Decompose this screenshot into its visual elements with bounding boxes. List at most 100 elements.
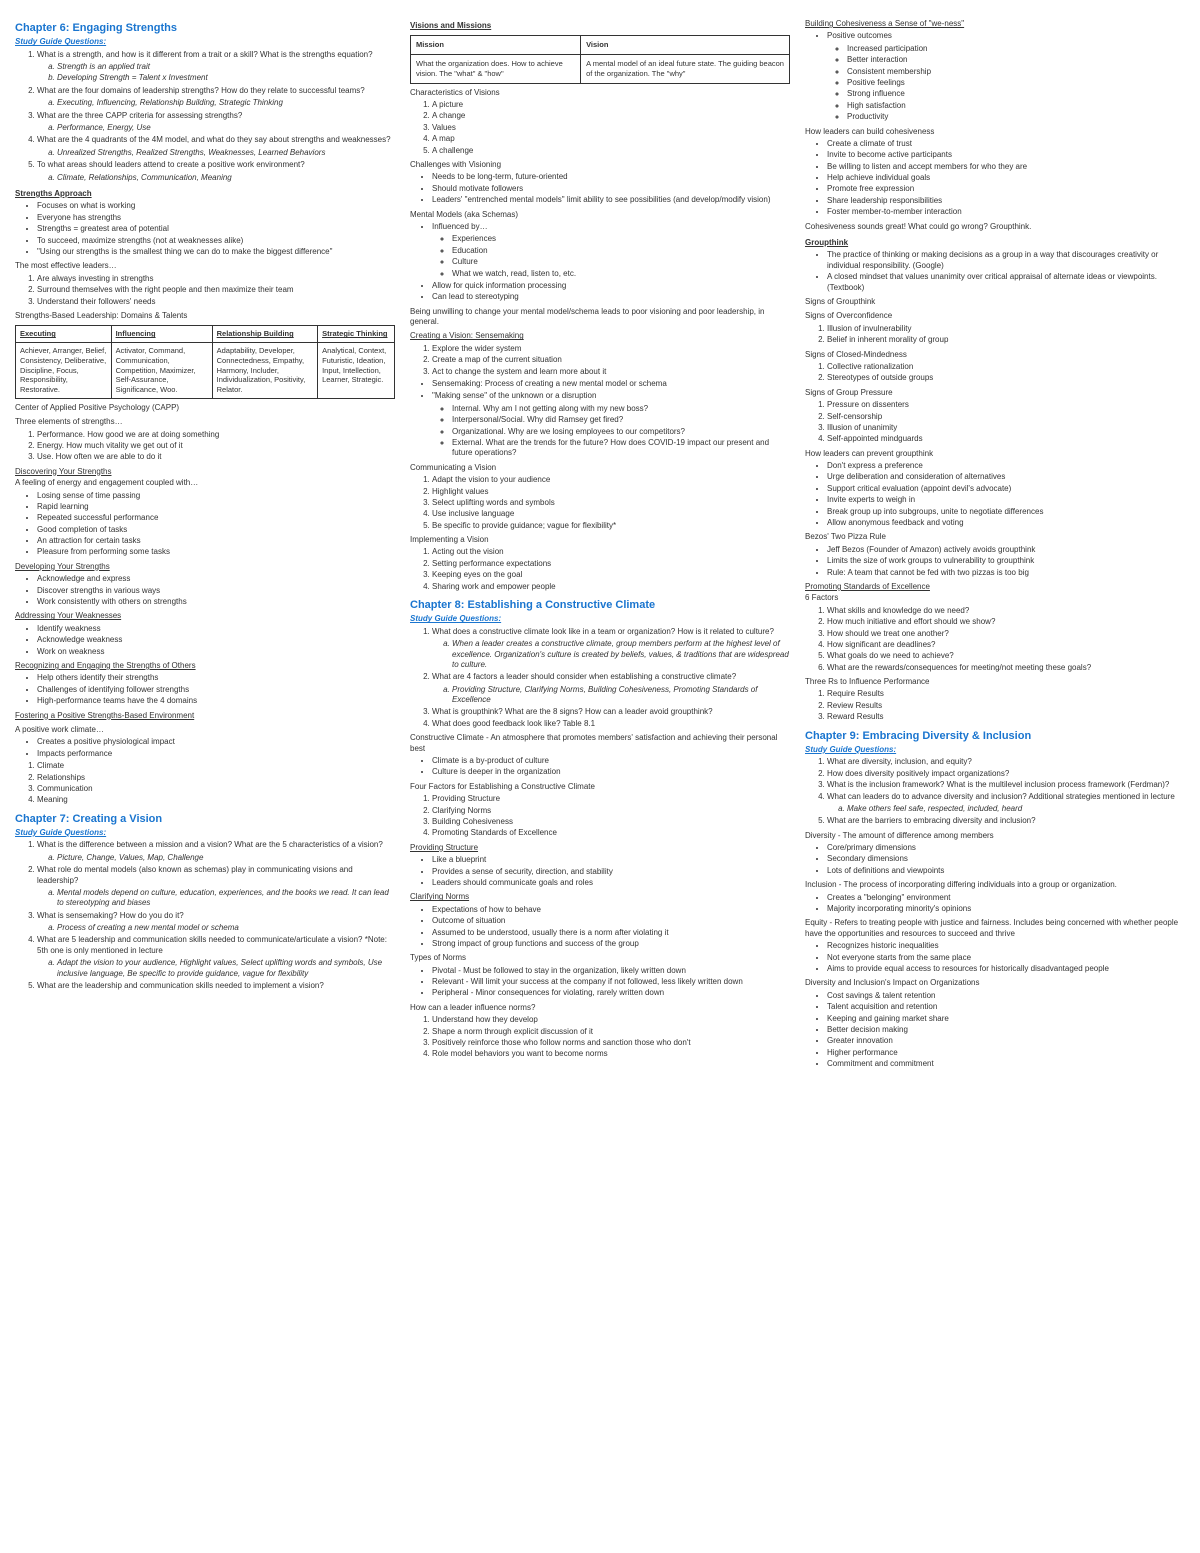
- dio-head: Diversity and Inclusion's Impact on Orga…: [805, 978, 1185, 988]
- ch8-questions: What does a constructive climate look li…: [432, 627, 790, 730]
- q: What is a strength, and how is it differ…: [37, 50, 395, 84]
- ps-list: Like a blueprint Provides a sense of sec…: [432, 855, 790, 888]
- dys-sub: A feeling of energy and engagement coupl…: [15, 478, 395, 488]
- gt-head: Groupthink: [805, 238, 1185, 248]
- bc-outer: Positive outcomes Increased participatio…: [827, 31, 1185, 122]
- hpg-head: How leaders can prevent groupthink: [805, 449, 1185, 459]
- cn-list: Expectations of how to behave Outcome of…: [432, 905, 790, 950]
- sa-list: Focuses on what is working Everyone has …: [37, 201, 395, 257]
- dev-head: Developing Your Strengths: [15, 562, 395, 572]
- cc-list: Climate is a by-product of culture Cultu…: [432, 756, 790, 778]
- hbc-list: Create a climate of trust Invite to beco…: [827, 139, 1185, 218]
- strengths-approach-head: Strengths Approach: [15, 189, 395, 199]
- gt-list: The practice of thinking or making decis…: [827, 250, 1185, 293]
- talents-table-head: Strengths-Based Leadership: Domains & Ta…: [15, 311, 395, 321]
- column-3: Building Cohesiveness a Sense of "we-nes…: [805, 15, 1185, 1072]
- ch8-title: Chapter 8: Establishing a Constructive C…: [410, 598, 790, 612]
- chv-head: Challenges with Visioning: [410, 160, 790, 170]
- q: What are the 4 quadrants of the 4M model…: [37, 135, 395, 158]
- fpe-sub: A positive work climate…: [15, 725, 395, 735]
- impv-list: Acting out the vision Setting performanc…: [432, 547, 790, 592]
- aw-head: Addressing Your Weaknesses: [15, 611, 395, 621]
- mbs-list: "Making sense" of the unknown or a disru…: [432, 391, 790, 458]
- inc-head: Inclusion - The process of incorporating…: [805, 880, 1185, 890]
- ff-head: Four Factors for Establishing a Construc…: [410, 782, 790, 792]
- talents-table: Executing Influencing Relationship Build…: [15, 325, 395, 399]
- dys-list: Losing sense of time passing Rapid learn…: [37, 491, 395, 558]
- inc-list: Creates a "belonging" environment Majori…: [827, 893, 1185, 915]
- so-list: Illusion of invulnerability Belief in in…: [827, 324, 1185, 346]
- scm-list: Collective rationalization Stereotypes o…: [827, 362, 1185, 384]
- sgp-list: Pressure on dissenters Self-censorship I…: [827, 400, 1185, 445]
- cv-list: A picture A change Values A map A challe…: [432, 100, 790, 156]
- fpe-ol: Climate Relationships Communication Mean…: [37, 761, 395, 806]
- sgp-head: Signs of Group Pressure: [805, 388, 1185, 398]
- ch9-title: Chapter 9: Embracing Diversity & Inclusi…: [805, 729, 1185, 743]
- ch7-questions: What is the difference between a mission…: [37, 840, 395, 991]
- cn-head: Clarifying Norms: [410, 892, 790, 902]
- sense-head: Creating a Vision: Sensemaking: [410, 331, 790, 341]
- tpz-head: Bezos' Two Pizza Rule: [805, 532, 1185, 542]
- ch6-sgq: Study Guide Questions:: [15, 37, 395, 47]
- tn-list: Pivotal - Must be followed to stay in th…: [432, 966, 790, 999]
- dys-head: Discovering Your Strengths: [15, 467, 395, 477]
- hln-head: How can a leader influence norms?: [410, 1003, 790, 1013]
- fpe-ul: Creates a positive physiological impact …: [37, 737, 395, 759]
- mel-list: Are always investing in strengths Surrou…: [37, 274, 395, 307]
- trp-list: Require Results Review Results Reward Re…: [827, 689, 1185, 722]
- bc-head: Building Cohesiveness a Sense of "we-nes…: [805, 19, 1185, 29]
- te-head: Three elements of strengths…: [15, 417, 395, 427]
- pse-list: What skills and knowledge do we need? Ho…: [827, 606, 1185, 673]
- te-list: Performance. How good we are at doing so…: [37, 430, 395, 463]
- capp-note: Center of Applied Positive Psychology (C…: [15, 403, 395, 413]
- tpz-list: Jeff Bezos (Founder of Amazon) actively …: [827, 545, 1185, 578]
- ch7-sgq: Study Guide Questions:: [15, 828, 395, 838]
- q: What are the four domains of leadership …: [37, 86, 395, 109]
- so-head: Signs of Overconfidence: [805, 311, 1185, 321]
- dio-list: Cost savings & talent retention Talent a…: [827, 991, 1185, 1070]
- chv-list: Needs to be long-term, future-oriented S…: [432, 172, 790, 205]
- cv-head: Characteristics of Visions: [410, 88, 790, 98]
- ch9-sgq: Study Guide Questions:: [805, 745, 1185, 755]
- ch7-title: Chapter 7: Creating a Vision: [15, 812, 395, 826]
- sm-list: Explore the wider system Create a map of…: [432, 344, 790, 377]
- sm-note-list: Sensemaking: Process of creating a new m…: [432, 379, 790, 389]
- mm-list: Influenced by… Experiences Education Cul…: [432, 222, 790, 303]
- column-2: Visions and Missions Mission Vision What…: [410, 15, 790, 1072]
- hbc-head: How leaders can build cohesiveness: [805, 127, 1185, 137]
- ff-list: Providing Structure Clarifying Norms Bui…: [432, 794, 790, 839]
- ps-head: Providing Structure: [410, 843, 790, 853]
- dev-list: Acknowledge and express Discover strengt…: [37, 574, 395, 607]
- reo-list: Help others identify their strengths Cha…: [37, 673, 395, 706]
- mm-note: Being unwilling to change your mental mo…: [410, 307, 790, 328]
- vm-head: Visions and Missions: [410, 21, 790, 31]
- pse-sub: 6 Factors: [805, 593, 1185, 603]
- mm-head: Mental Models (aka Schemas): [410, 210, 790, 220]
- eq-head: Equity - Refers to treating people with …: [805, 918, 1185, 939]
- mel-head: The most effective leaders…: [15, 261, 395, 271]
- tn-head: Types of Norms: [410, 953, 790, 963]
- ch9-questions: What are diversity, inclusion, and equit…: [827, 757, 1185, 826]
- fpe-head: Fostering a Positive Strengths-Based Env…: [15, 711, 395, 721]
- eq-list: Recognizes historic inequalities Not eve…: [827, 941, 1185, 974]
- scm-head: Signs of Closed-Mindedness: [805, 350, 1185, 360]
- comv-list: Adapt the vision to your audience Highli…: [432, 475, 790, 531]
- ch6-title: Chapter 6: Engaging Strengths: [15, 21, 395, 35]
- trp-head: Three Rs to Influence Performance: [805, 677, 1185, 687]
- sg-head: Signs of Groupthink: [805, 297, 1185, 307]
- q: To what areas should leaders attend to c…: [37, 160, 395, 183]
- div-list: Core/primary dimensions Secondary dimens…: [827, 843, 1185, 876]
- impv-head: Implementing a Vision: [410, 535, 790, 545]
- aw-list: Identify weakness Acknowledge weakness W…: [37, 624, 395, 657]
- gt-note: Cohesiveness sounds great! What could go…: [805, 222, 1185, 232]
- pse-head: Promoting Standards of Excellence: [805, 582, 1185, 592]
- ch8-sgq: Study Guide Questions:: [410, 614, 790, 624]
- column-1: Chapter 6: Engaging Strengths Study Guid…: [15, 15, 395, 1072]
- reo-head: Recognizing and Engaging the Strengths o…: [15, 661, 395, 671]
- hln-list: Understand how they develop Shape a norm…: [432, 1015, 790, 1060]
- q1a: Strength is an applied trait: [57, 62, 395, 72]
- cc-note: Constructive Climate - An atmosphere tha…: [410, 733, 790, 754]
- q: What are the three CAPP criteria for ass…: [37, 111, 395, 134]
- mission-vision-table: Mission Vision What the organization doe…: [410, 35, 790, 83]
- comv-head: Communicating a Vision: [410, 463, 790, 473]
